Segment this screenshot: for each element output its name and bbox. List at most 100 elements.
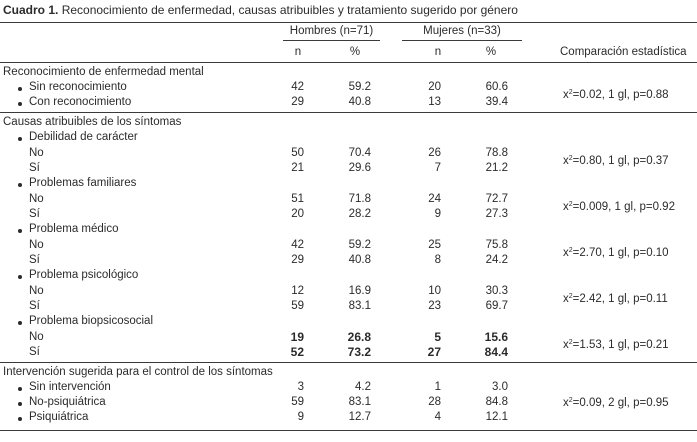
women-n: 8: [434, 254, 441, 266]
men-pct: 29.6: [348, 162, 371, 174]
men-n: 42: [291, 81, 304, 93]
bullet-icon: [18, 387, 22, 391]
group-label: Debilidad de carácter: [29, 131, 138, 143]
row-label: No-psiquiátrica: [29, 396, 106, 408]
men-pct: 12.7: [348, 411, 371, 423]
men-n: 52: [290, 345, 304, 359]
caption-text: Reconocimiento de enfermedad, causas atr…: [61, 3, 518, 17]
men-pct: 70.4: [348, 147, 371, 159]
stat-header: Comparación estadística: [560, 46, 687, 58]
section-title: Intervención sugerida para el control de…: [3, 366, 273, 378]
women-n: 24: [428, 193, 441, 205]
women-pct: 72.7: [485, 193, 508, 205]
men-pct: 83.1: [348, 300, 371, 312]
women-pct: 84.4: [484, 345, 508, 359]
women-n: 27: [427, 345, 441, 359]
men-pct: 73.2: [347, 345, 371, 359]
row-label: No: [29, 331, 44, 343]
group-label: Problema biopsicosocial: [29, 315, 154, 327]
women-n: 13: [428, 96, 441, 108]
women-group-rule: [402, 40, 522, 41]
women-header: Mujeres (n=33): [423, 25, 501, 37]
top-rule: [0, 22, 697, 23]
women-n: 26: [428, 147, 441, 159]
women-n: 10: [428, 285, 441, 297]
men-n: 29: [291, 254, 304, 266]
table-caption: Cuadro 1. Reconocimiento de enfermedad, …: [3, 3, 518, 17]
men-n: 29: [291, 96, 304, 108]
bullet-icon: [18, 229, 22, 233]
women-n: 5: [434, 330, 441, 344]
caption-label: Cuadro 1.: [3, 3, 59, 17]
row-label: Con reconocimiento: [29, 96, 132, 108]
stat-value: x2=2.42, 1 gl, p=0.11: [563, 293, 668, 305]
bullet-icon: [18, 417, 22, 421]
row-label: Sí: [29, 346, 40, 358]
bottom-rule: [0, 430, 697, 431]
women-pct: 24.2: [485, 254, 508, 266]
men-n: 9: [297, 411, 304, 423]
men-n: 50: [291, 147, 304, 159]
group-label: Problema psicológico: [29, 269, 139, 281]
section1-rule: [0, 112, 697, 113]
bullet-icon: [18, 137, 22, 141]
women-pct: 39.4: [485, 96, 508, 108]
men-pct: 28.2: [348, 208, 371, 220]
stat-value: x2=0.02, 1 gl, p=0.88: [563, 89, 669, 101]
bullet-icon: [18, 87, 22, 91]
bullet-icon: [18, 321, 22, 325]
men-pct-header: %: [349, 46, 361, 58]
section-title: Reconocimiento de enfermedad mental: [3, 66, 204, 78]
women-n: 25: [428, 239, 441, 251]
women-pct-header: %: [485, 46, 497, 58]
men-n: 3: [297, 381, 304, 393]
men-pct: 4.2: [355, 381, 371, 393]
men-n: 42: [291, 239, 304, 251]
bullet-icon: [18, 183, 22, 187]
men-pct: 16.9: [348, 285, 371, 297]
women-pct: 30.3: [485, 285, 508, 297]
men-n-header: n: [294, 46, 302, 58]
stat-value: x2=2.70, 1 gl, p=0.10: [563, 247, 669, 259]
women-pct: 27.3: [485, 208, 508, 220]
bullet-icon: [18, 402, 22, 406]
women-n: 20: [428, 81, 441, 93]
men-pct: 26.8: [347, 330, 371, 344]
women-pct: 12.1: [485, 411, 508, 423]
row-label: No: [29, 147, 44, 159]
women-n: 7: [434, 162, 441, 174]
women-pct: 78.8: [485, 147, 508, 159]
women-pct: 84.8: [485, 396, 508, 408]
women-pct: 3.0: [492, 381, 508, 393]
stat-value: x2=0.09, 2 gl, p=0.95: [563, 397, 669, 409]
row-label: Sí: [29, 300, 40, 312]
women-n: 28: [428, 396, 441, 408]
bullet-icon: [18, 275, 22, 279]
section2-rule: [0, 362, 697, 363]
men-header: Hombres (n=71): [289, 25, 374, 37]
header-rule: [0, 62, 697, 63]
women-pct: 21.2: [485, 162, 508, 174]
men-n: 19: [290, 330, 304, 344]
section-title: Causas atribuibles de los síntomas: [3, 116, 182, 128]
men-pct: 40.8: [348, 96, 371, 108]
row-label: Sin intervención: [29, 381, 111, 393]
row-label: Sí: [29, 254, 40, 266]
men-pct: 59.2: [348, 81, 371, 93]
men-group-rule: [283, 40, 380, 41]
women-pct: 60.6: [485, 81, 508, 93]
men-pct: 40.8: [348, 254, 371, 266]
stat-value: x2=0.009, 1 gl, p=0.92: [563, 201, 675, 213]
row-label: Sin reconocimiento: [29, 81, 127, 93]
stat-value: x2=0.80, 1 gl, p=0.37: [563, 155, 669, 167]
men-n: 59: [291, 300, 304, 312]
men-n: 51: [291, 193, 304, 205]
row-label: Psiquiátrica: [29, 411, 89, 423]
row-label: Sí: [29, 208, 40, 220]
men-pct: 83.1: [348, 396, 371, 408]
row-label: No: [29, 285, 44, 297]
women-n: 4: [434, 411, 441, 423]
women-n: 9: [434, 208, 441, 220]
women-pct: 69.7: [485, 300, 508, 312]
men-pct: 71.8: [348, 193, 371, 205]
